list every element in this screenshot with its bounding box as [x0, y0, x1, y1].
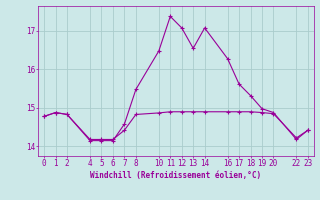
X-axis label: Windchill (Refroidissement éolien,°C): Windchill (Refroidissement éolien,°C)	[91, 171, 261, 180]
